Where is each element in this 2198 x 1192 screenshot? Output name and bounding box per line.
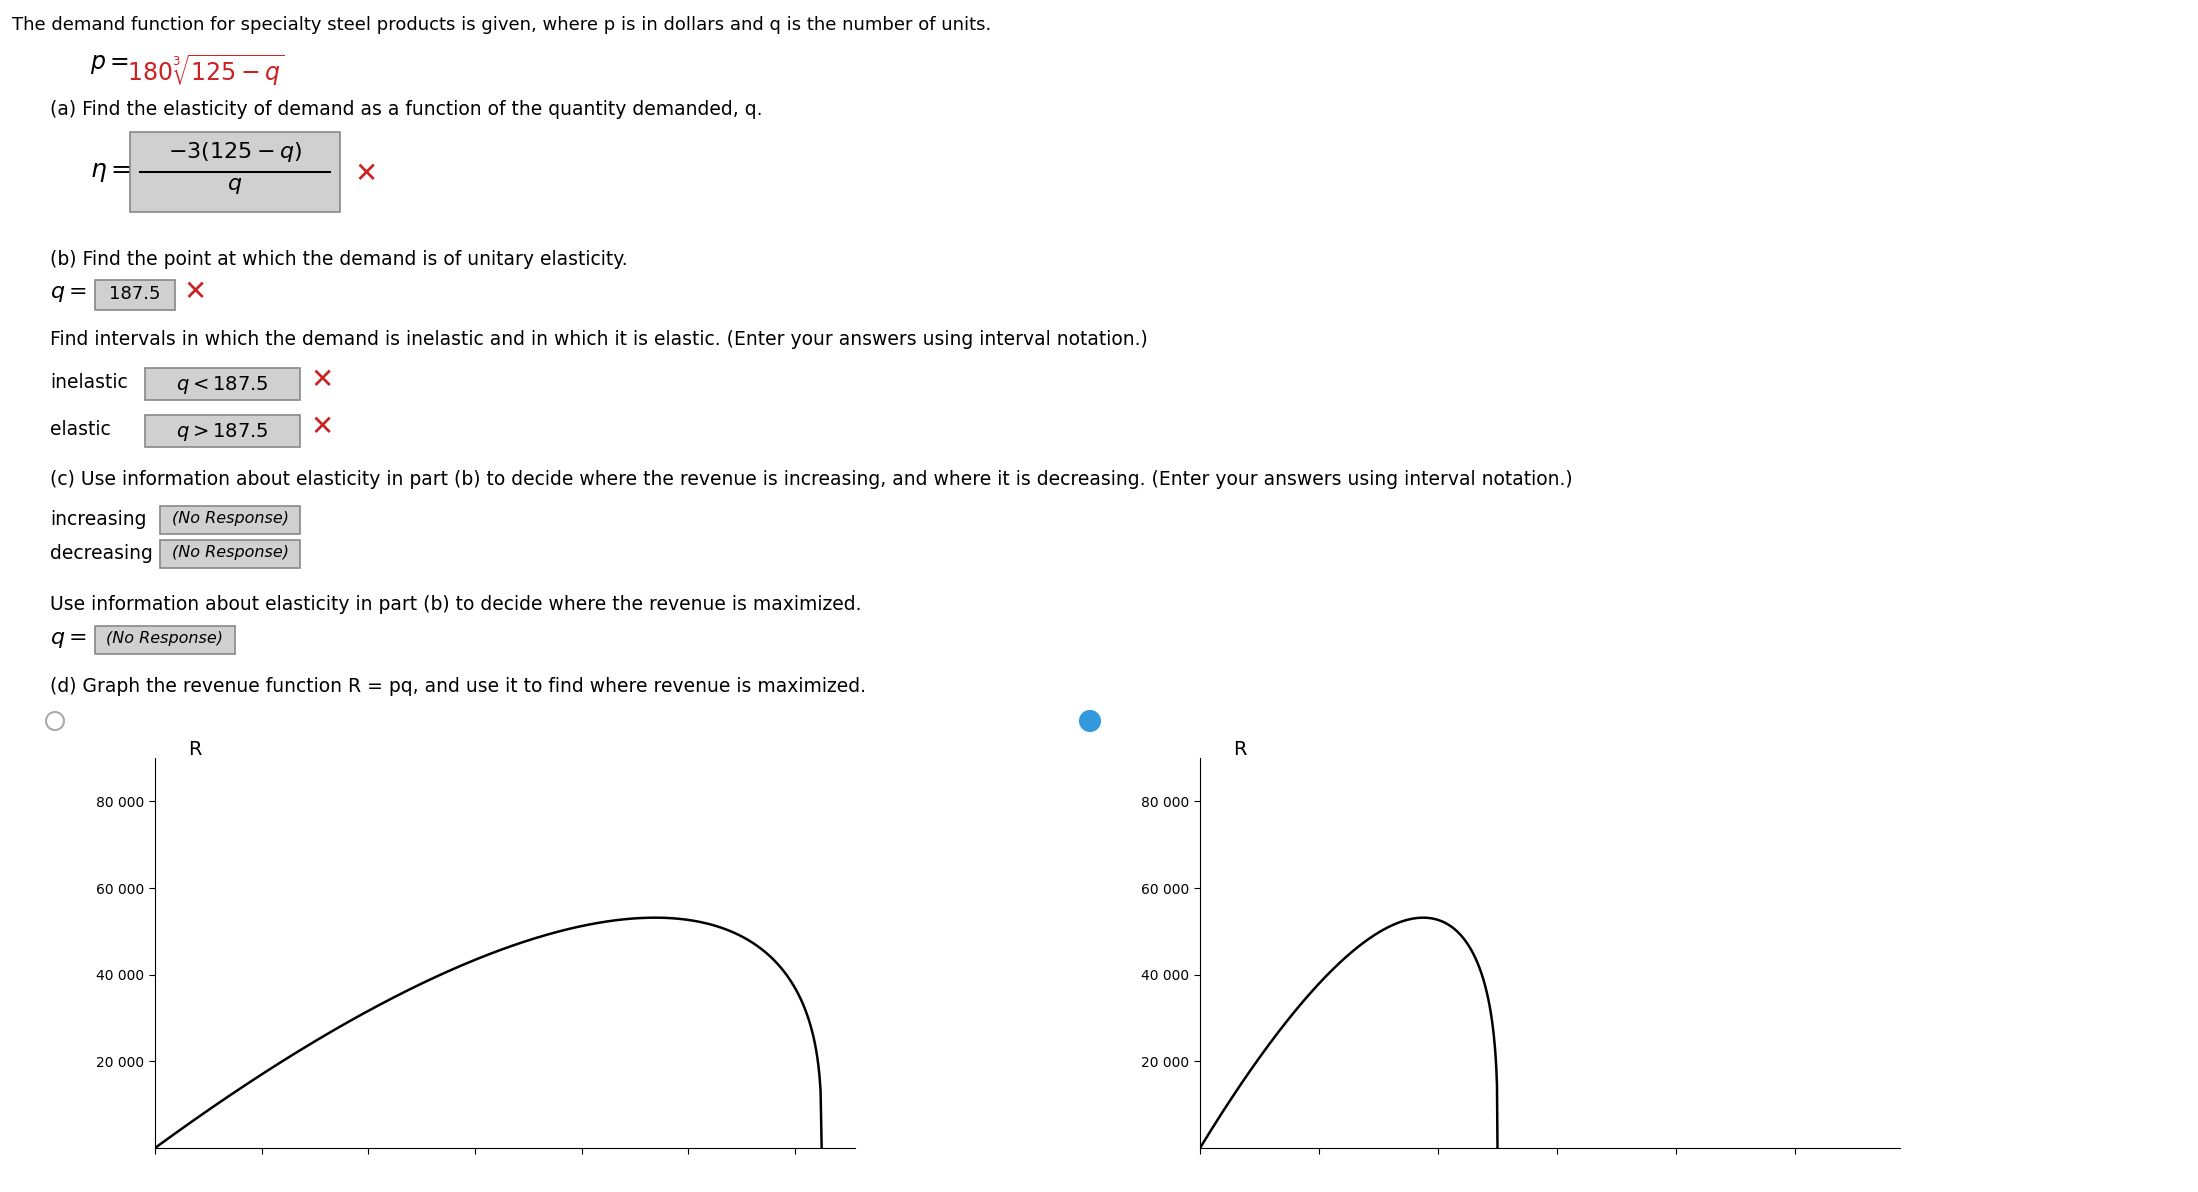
Text: $p = $: $p = $ <box>90 52 130 76</box>
Text: $q < 187.5$: $q < 187.5$ <box>176 374 268 396</box>
Text: (b) Find the point at which the demand is of unitary elasticity.: (b) Find the point at which the demand i… <box>51 250 629 269</box>
FancyBboxPatch shape <box>95 626 235 654</box>
Circle shape <box>46 712 64 730</box>
FancyBboxPatch shape <box>145 415 299 447</box>
Text: $180\sqrt[3]{125-q}$: $180\sqrt[3]{125-q}$ <box>127 52 286 87</box>
Text: ✕: ✕ <box>310 412 334 441</box>
FancyBboxPatch shape <box>95 280 176 310</box>
Text: (a) Find the elasticity of demand as a function of the quantity demanded, q.: (a) Find the elasticity of demand as a f… <box>51 100 763 119</box>
Text: (c) Use information about elasticity in part (b) to decide where the revenue is : (c) Use information about elasticity in … <box>51 470 1572 489</box>
Text: Use information about elasticity in part (b) to decide where the revenue is maxi: Use information about elasticity in part… <box>51 595 862 614</box>
Text: (No Response): (No Response) <box>106 631 224 646</box>
Text: $-3(125-q)$: $-3(125-q)$ <box>167 139 301 164</box>
FancyBboxPatch shape <box>145 368 299 401</box>
Text: (No Response): (No Response) <box>171 545 288 560</box>
Text: increasing: increasing <box>51 510 147 529</box>
FancyBboxPatch shape <box>160 540 299 569</box>
Text: ✕: ✕ <box>354 160 378 188</box>
Text: decreasing: decreasing <box>51 544 154 563</box>
Text: inelastic: inelastic <box>51 373 127 392</box>
Text: (No Response): (No Response) <box>171 511 288 526</box>
Text: $q =$: $q =$ <box>51 631 86 650</box>
Text: ✕: ✕ <box>310 366 334 395</box>
FancyBboxPatch shape <box>130 132 341 212</box>
Text: The demand function for specialty steel products is given, where p is in dollars: The demand function for specialty steel … <box>11 15 991 35</box>
Text: $q > 187.5$: $q > 187.5$ <box>176 421 268 443</box>
Text: 187.5: 187.5 <box>110 285 160 303</box>
Text: R: R <box>1233 740 1246 759</box>
Text: R: R <box>189 740 202 759</box>
Circle shape <box>1079 710 1099 731</box>
Text: ✕: ✕ <box>182 278 207 306</box>
Text: elastic: elastic <box>51 420 110 439</box>
Text: (d) Graph the revenue function R = pq, and use it to find where revenue is maxim: (d) Graph the revenue function R = pq, a… <box>51 677 866 696</box>
Text: $q =$: $q =$ <box>51 284 86 304</box>
FancyBboxPatch shape <box>160 505 299 534</box>
Text: $q$: $q$ <box>226 176 242 195</box>
Text: Find intervals in which the demand is inelastic and in which it is elastic. (Ent: Find intervals in which the demand is in… <box>51 330 1147 349</box>
Text: $\eta =$: $\eta =$ <box>90 160 132 184</box>
